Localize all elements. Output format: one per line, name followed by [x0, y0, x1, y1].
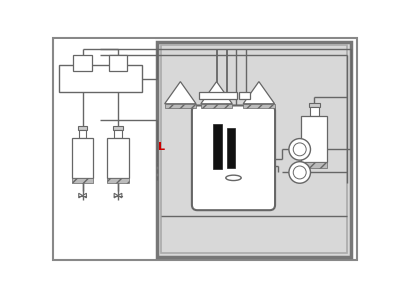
Bar	[72, 138, 93, 178]
Bar	[114, 130, 122, 138]
Ellipse shape	[226, 175, 241, 181]
Text: I: I	[215, 88, 218, 98]
Bar	[59, 65, 142, 92]
Circle shape	[289, 162, 310, 183]
Text: J: J	[257, 88, 261, 98]
Bar	[78, 126, 87, 130]
Text: M: M	[113, 58, 123, 68]
Polygon shape	[165, 82, 196, 104]
Text: L: L	[158, 142, 165, 152]
Text: F: F	[114, 153, 122, 163]
Bar	[79, 130, 86, 138]
Bar	[239, 92, 250, 99]
Bar	[72, 178, 93, 183]
Bar	[199, 92, 237, 99]
Text: B: B	[228, 169, 235, 179]
Bar	[161, 45, 348, 253]
Text: K: K	[312, 156, 321, 166]
Polygon shape	[243, 82, 275, 104]
Polygon shape	[201, 82, 232, 104]
Bar	[301, 116, 328, 163]
Bar	[107, 138, 129, 178]
Bar	[73, 55, 92, 71]
Circle shape	[289, 139, 310, 160]
Bar	[301, 163, 328, 168]
Text: E: E	[79, 153, 86, 163]
Polygon shape	[82, 193, 86, 198]
Bar	[55, 39, 155, 257]
Bar	[107, 178, 129, 183]
Bar	[201, 104, 232, 108]
Bar	[165, 104, 196, 108]
Bar	[227, 128, 235, 168]
FancyBboxPatch shape	[192, 106, 275, 210]
Bar	[214, 124, 222, 169]
Bar	[157, 42, 351, 257]
Bar	[243, 104, 275, 108]
Circle shape	[293, 143, 306, 156]
Text: C: C	[221, 170, 229, 180]
Text: M: M	[78, 58, 87, 68]
Polygon shape	[79, 193, 82, 198]
Bar	[109, 55, 127, 71]
Polygon shape	[118, 193, 122, 198]
Polygon shape	[114, 193, 118, 198]
Bar	[309, 103, 320, 107]
Text: D: D	[214, 170, 222, 180]
Text: H: H	[95, 72, 106, 85]
Text: G: G	[310, 134, 319, 144]
Bar	[113, 126, 123, 130]
Text: A: A	[259, 117, 268, 127]
Circle shape	[293, 166, 306, 179]
Bar	[310, 107, 319, 116]
